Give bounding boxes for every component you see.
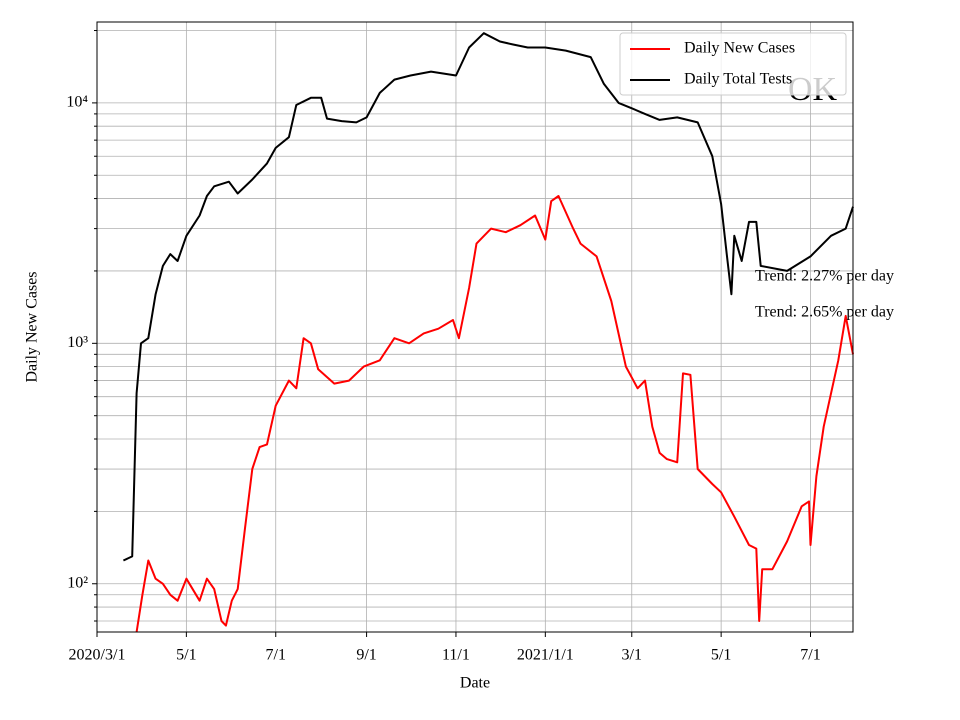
plot-frame [96,21,854,633]
y-axis-label: Daily New Cases [24,271,41,382]
x-tick-label: 9/1 [356,647,376,664]
x-tick-label: 3/1 [622,647,642,664]
annotation: Trend: 2.27% per day [755,268,894,285]
legend-box [619,32,847,96]
x-tick-label: 11/1 [442,647,470,664]
annotation: Trend: 2.65% per day [755,304,894,321]
x-tick-label: 2021/1/1 [517,647,574,664]
x-tick-label: 5/1 [176,647,196,664]
x-axis-label: Date [460,675,490,692]
data-line [122,32,854,562]
x-tick-label: 7/1 [800,647,820,664]
legend-label: Daily Total Tests [684,71,792,88]
x-tick-label: 5/1 [711,647,731,664]
y-tick-label: 10⁴ [66,94,88,111]
y-tick-label: 10² [67,574,88,591]
y-tick-label: 10³ [67,334,88,351]
x-tick-label: 2020/3/1 [69,647,126,664]
x-tick-label: 7/1 [266,647,286,664]
data-line [135,195,854,633]
legend-label: Daily New Cases [684,40,795,57]
